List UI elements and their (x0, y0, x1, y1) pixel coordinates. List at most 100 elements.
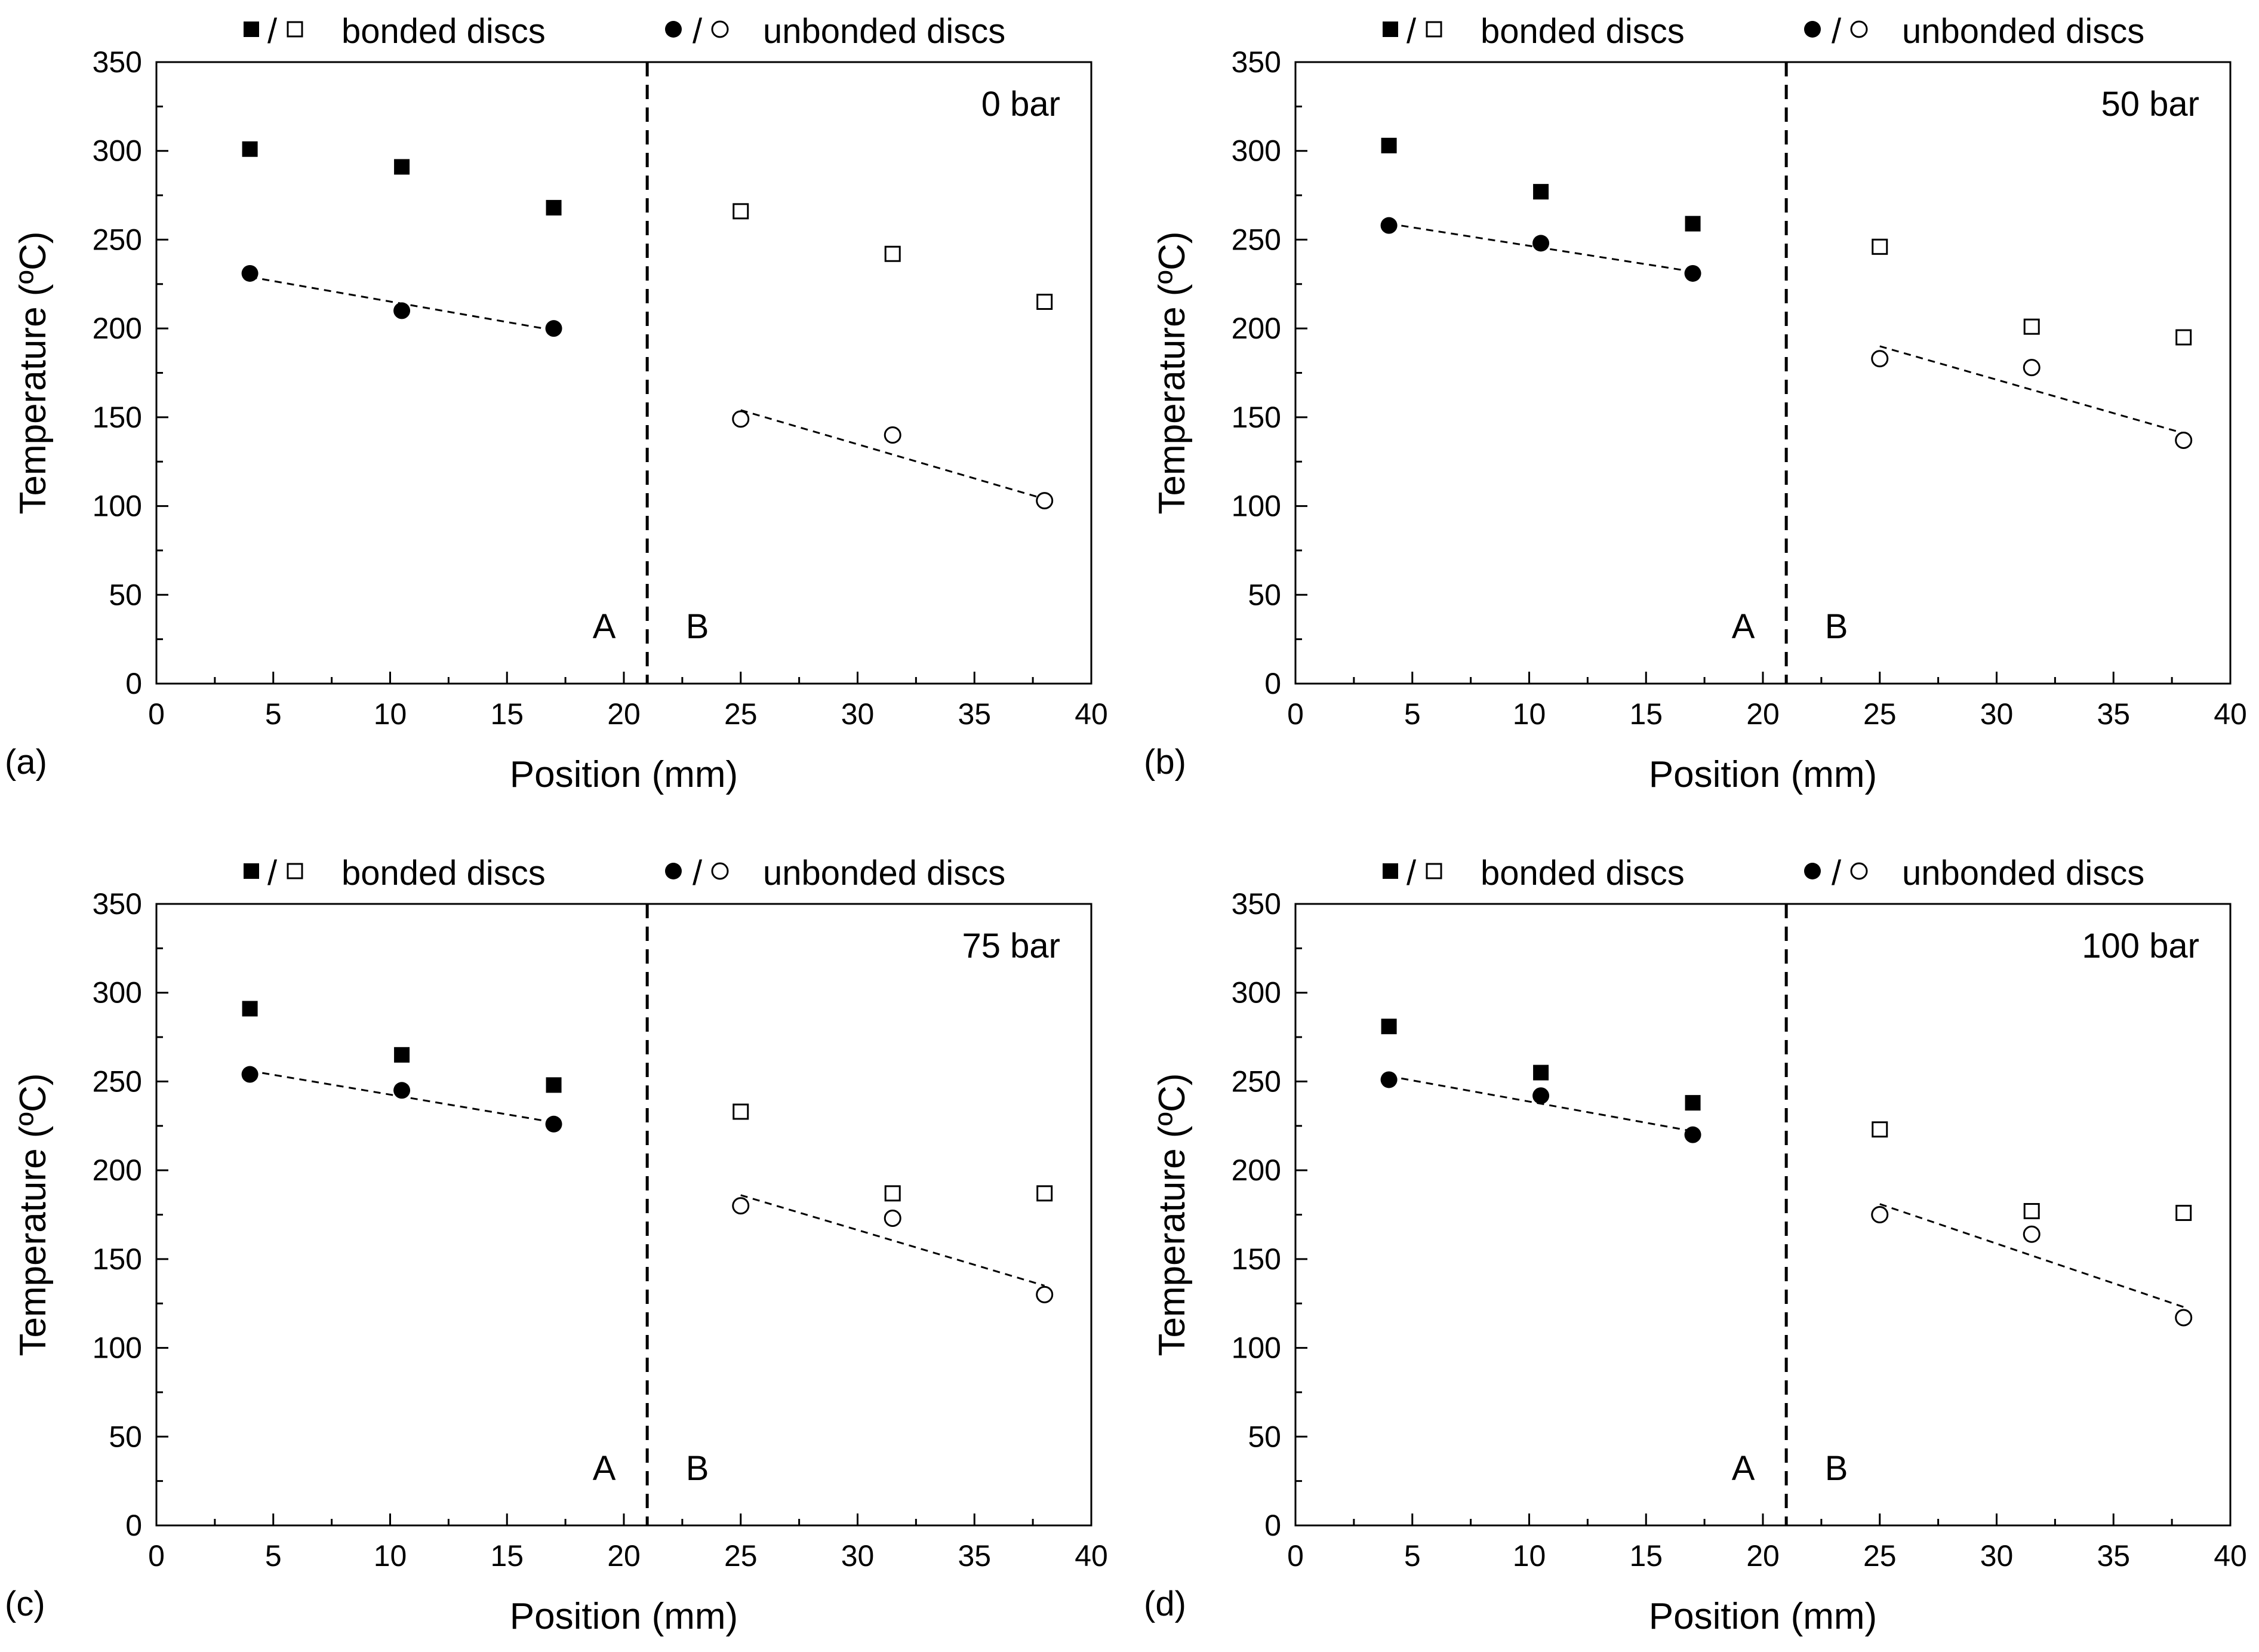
x-tick-label: 10 (374, 1539, 407, 1573)
data-point-bonded-open-square (1872, 1121, 1888, 1138)
trend-line (1879, 1203, 2184, 1308)
x-tick-label: 20 (1746, 697, 1780, 731)
y-tick-label: 350 (1232, 887, 1281, 921)
x-tick-label: 30 (1980, 697, 2014, 731)
data-point-bonded-open-square (2023, 318, 2040, 335)
region-label-a: A (593, 607, 616, 646)
data-point-unbonded-open-circle (1036, 492, 1054, 510)
y-tick-label: 0 (1264, 1509, 1281, 1542)
x-tick-label: 20 (607, 697, 641, 731)
legend-open-square-marker (1426, 21, 1442, 38)
chart-panel-3: / bonded discs / unbonded discs050100150200… (5, 854, 1108, 1637)
x-tick-label: 30 (1980, 1539, 2014, 1573)
y-tick-label: 200 (93, 312, 142, 345)
legend-filled-square-marker (1383, 863, 1398, 879)
data-point-unbonded-open-circle (732, 1197, 750, 1215)
legend: / bonded discs / unbonded discs (244, 854, 1005, 893)
region-label-b: B (1825, 607, 1848, 646)
x-tick-label: 0 (1287, 697, 1304, 731)
legend-filled-square-marker (244, 863, 259, 879)
y-tick-label: 100 (1232, 490, 1281, 523)
x-tick-label: 0 (1287, 1539, 1304, 1573)
legend-label-bonded: bonded discs (1481, 854, 1685, 893)
trend-line (1879, 345, 2184, 435)
region-label-b: B (686, 1449, 709, 1488)
y-tick-label: 0 (125, 667, 142, 700)
y-tick-label: 100 (1232, 1331, 1281, 1365)
chart-panel-2: / bonded discs / unbonded discs050100150200… (1144, 12, 2247, 795)
y-tick-label: 200 (93, 1153, 142, 1187)
y-tick-label: 200 (1232, 312, 1281, 345)
x-axis-title: Position (mm) (1649, 754, 1877, 795)
data-point-unbonded-open-circle (1871, 350, 1889, 368)
x-axis-title: Position (mm) (510, 1596, 738, 1637)
x-tick-label: 35 (958, 1539, 991, 1573)
y-tick-label: 300 (93, 976, 142, 1010)
x-axis-title: Position (mm) (1649, 1596, 1877, 1637)
data-point-unbonded-filled-circle (241, 264, 258, 282)
legend-label-bonded: bonded discs (341, 854, 546, 893)
data-point-unbonded-filled-circle (545, 320, 562, 337)
legend-separator: / (1407, 12, 1417, 51)
x-tick-label: 15 (1629, 697, 1663, 731)
y-tick-label: 350 (93, 887, 142, 921)
y-tick-label: 150 (93, 401, 142, 434)
y-tick-label: 250 (1232, 223, 1281, 256)
x-tick-label: 5 (1404, 1539, 1421, 1573)
data-point-bonded-filled-square (394, 159, 410, 175)
legend-filled-circle-marker (1804, 21, 1821, 38)
legend-filled-square-marker (244, 21, 259, 37)
data-point-bonded-filled-square (1685, 1095, 1701, 1111)
x-tick-label: 5 (265, 697, 282, 731)
legend-label-unbonded: unbonded discs (763, 12, 1005, 51)
legend-open-circle-marker (711, 862, 729, 880)
legend-filled-circle-marker (1804, 863, 1821, 879)
data-point-bonded-filled-square (1685, 216, 1701, 232)
legend-separator: / (267, 854, 278, 893)
data-point-unbonded-open-circle (732, 410, 750, 428)
y-axis-title: Temperature (ºC) (13, 232, 54, 515)
y-tick-label: 50 (109, 1420, 142, 1453)
region-label-a: A (1732, 1449, 1755, 1488)
legend-label-unbonded: unbonded discs (1902, 12, 2144, 51)
data-point-unbonded-open-circle (884, 426, 901, 444)
data-point-bonded-open-square (884, 245, 901, 262)
pressure-annotation: 100 bar (2082, 927, 2199, 965)
x-tick-label: 40 (1075, 1539, 1108, 1573)
y-tick-label: 250 (1232, 1065, 1281, 1098)
data-point-bonded-filled-square (546, 199, 562, 216)
data-point-unbonded-filled-circle (241, 1066, 258, 1083)
panel-label: (a) (5, 743, 47, 782)
trend-line (740, 1194, 1045, 1287)
data-point-bonded-open-square (1036, 294, 1053, 310)
legend-label-bonded: bonded discs (1481, 12, 1685, 51)
y-tick-label: 300 (1232, 134, 1281, 168)
y-tick-label: 300 (1232, 976, 1281, 1010)
data-point-unbonded-filled-circle (393, 302, 411, 319)
legend-label-unbonded: unbonded discs (763, 854, 1005, 893)
y-tick-label: 150 (1232, 401, 1281, 434)
chart-panel-1: / bonded discs / unbonded discs050100150200… (5, 12, 1108, 795)
data-point-unbonded-open-circle (2023, 359, 2041, 377)
data-point-bonded-open-square (884, 1185, 901, 1202)
x-tick-label: 15 (1629, 1539, 1663, 1573)
data-point-unbonded-open-circle (2023, 1225, 2041, 1243)
x-tick-label: 20 (607, 1539, 641, 1573)
data-point-bonded-open-square (2175, 329, 2192, 346)
y-tick-label: 50 (1248, 1420, 1281, 1453)
legend-separator: / (1832, 854, 1842, 893)
x-tick-label: 30 (841, 697, 875, 731)
x-tick-label: 0 (148, 1539, 165, 1573)
plot-area-frame (155, 61, 1092, 685)
legend-separator: / (693, 854, 703, 893)
y-tick-label: 350 (93, 45, 142, 79)
data-point-unbonded-open-circle (2175, 432, 2193, 450)
chart-panel-4: / bonded discs / unbonded discs050100150200… (1144, 854, 2247, 1637)
legend-separator: / (267, 12, 278, 51)
x-tick-label: 35 (2097, 1539, 2130, 1573)
legend: / bonded discs / unbonded discs (1383, 12, 2144, 51)
y-tick-label: 100 (93, 490, 142, 523)
x-tick-label: 25 (724, 1539, 758, 1573)
data-point-bonded-open-square (1872, 238, 1888, 255)
